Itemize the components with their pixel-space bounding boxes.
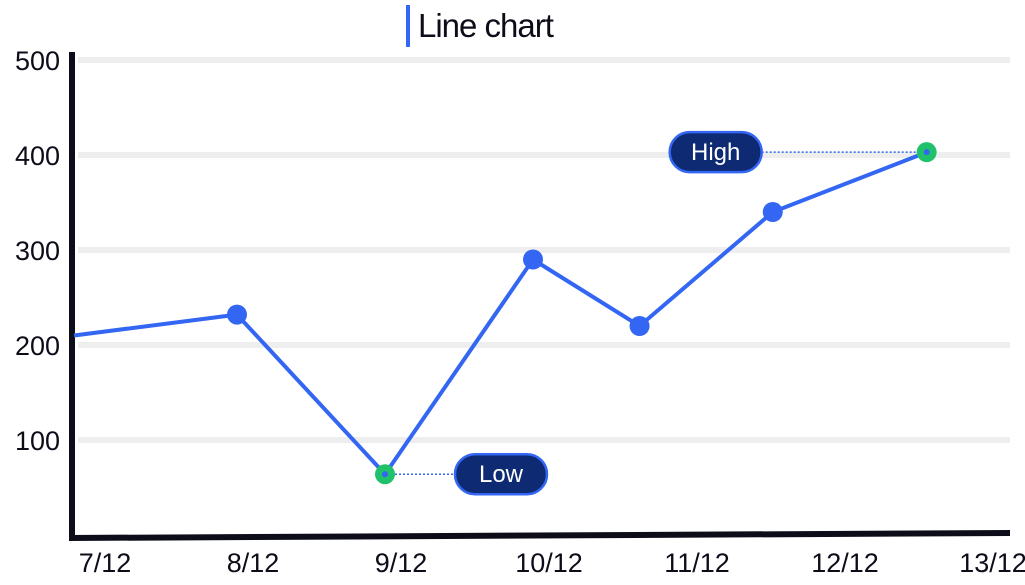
x-tick-label: 9/12 bbox=[375, 548, 428, 578]
x-tick-label: 8/12 bbox=[227, 548, 280, 578]
highlight-marker-center bbox=[923, 149, 930, 156]
y-tick-label: 300 bbox=[15, 236, 60, 266]
x-tick-label: 10/12 bbox=[515, 548, 583, 578]
x-tick-label: 13/12 bbox=[959, 548, 1025, 578]
y-axis-ticks: 100 200 300 400 500 bbox=[15, 46, 60, 456]
annotation-label: High bbox=[691, 139, 740, 166]
highlight-marker-center bbox=[382, 471, 388, 478]
data-point bbox=[629, 316, 650, 336]
annotation-pill bbox=[668, 130, 763, 174]
chart-title: Line chart bbox=[406, 4, 554, 48]
data-point bbox=[762, 202, 783, 222]
annotation-labels: Low High bbox=[453, 130, 763, 496]
y-tick-label: 400 bbox=[15, 141, 60, 171]
data-point bbox=[523, 249, 543, 270]
annotation-label: Low bbox=[479, 461, 524, 488]
x-tick-label: 11/12 bbox=[664, 548, 730, 578]
x-tick-label: 7/12 bbox=[79, 548, 132, 578]
x-tick-label: 12/12 bbox=[811, 548, 879, 578]
x-axis-ticks: 7/12 8/12 9/12 10/12 11/12 12/12 13/12 bbox=[79, 548, 1025, 578]
grid-lines bbox=[78, 57, 1010, 443]
annotation-pill bbox=[453, 452, 549, 496]
annotation-connectors bbox=[395, 151, 917, 475]
y-tick-label: 500 bbox=[15, 46, 60, 76]
chart-title-text: Line chart bbox=[418, 7, 554, 44]
series-line bbox=[73, 150, 928, 477]
y-tick-label: 200 bbox=[15, 331, 60, 361]
series-markers bbox=[227, 142, 937, 485]
data-point bbox=[227, 304, 247, 325]
x-axis-line bbox=[68, 530, 1011, 541]
y-tick-label: 100 bbox=[15, 426, 60, 456]
title-accent-bar bbox=[406, 5, 410, 47]
